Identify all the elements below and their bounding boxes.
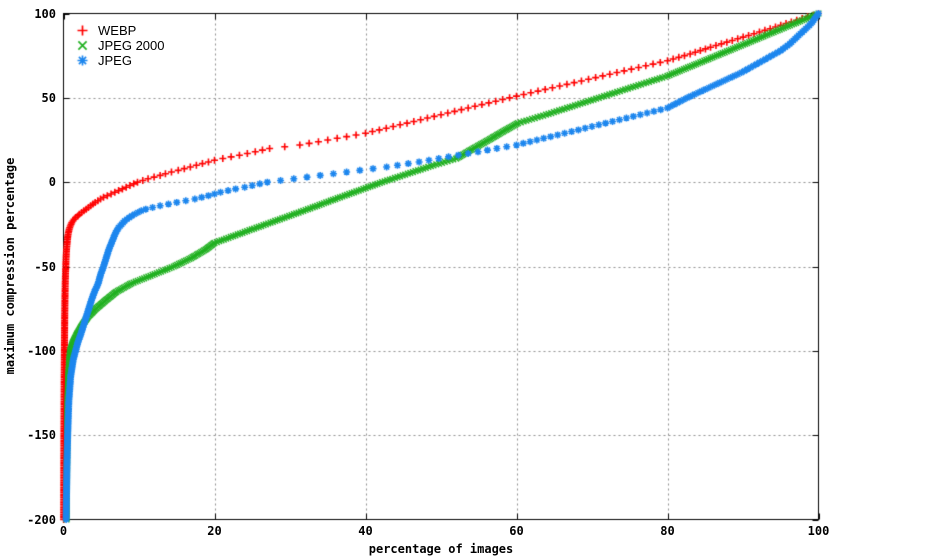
- legend: WEBP JPEG 2000 JPEG: [74, 23, 165, 68]
- x-tick-label: 80: [660, 524, 675, 538]
- plus-marker-icon: [74, 24, 91, 37]
- y-tick-label: 0: [48, 175, 56, 190]
- asterisk-marker-icon: [74, 54, 91, 67]
- y-tick-label: -150: [27, 428, 56, 443]
- y-tick-label: 100: [34, 6, 56, 21]
- legend-label: JPEG: [98, 53, 132, 68]
- y-tick-label: -50: [34, 259, 56, 274]
- x-axis-title: percentage of images: [368, 542, 514, 556]
- y-tick-label: -100: [27, 343, 56, 358]
- y-axis-title: maximum compression percentage: [3, 157, 17, 375]
- y-tick-label: 50: [41, 90, 56, 105]
- legend-label: JPEG 2000: [98, 38, 165, 53]
- x-tick-label: 60: [509, 524, 524, 538]
- legend-item: JPEG: [74, 53, 165, 68]
- x-tick-label: 100: [807, 524, 830, 538]
- x-tick-label: 0: [59, 524, 68, 538]
- y-tick-label: -200: [27, 512, 56, 527]
- legend-item: WEBP: [74, 23, 165, 38]
- x-tick-label: 20: [207, 524, 222, 538]
- x-tick-label: 40: [358, 524, 373, 538]
- legend-item: JPEG 2000: [74, 38, 165, 53]
- cross-marker-icon: [74, 39, 91, 52]
- legend-label: WEBP: [98, 23, 137, 38]
